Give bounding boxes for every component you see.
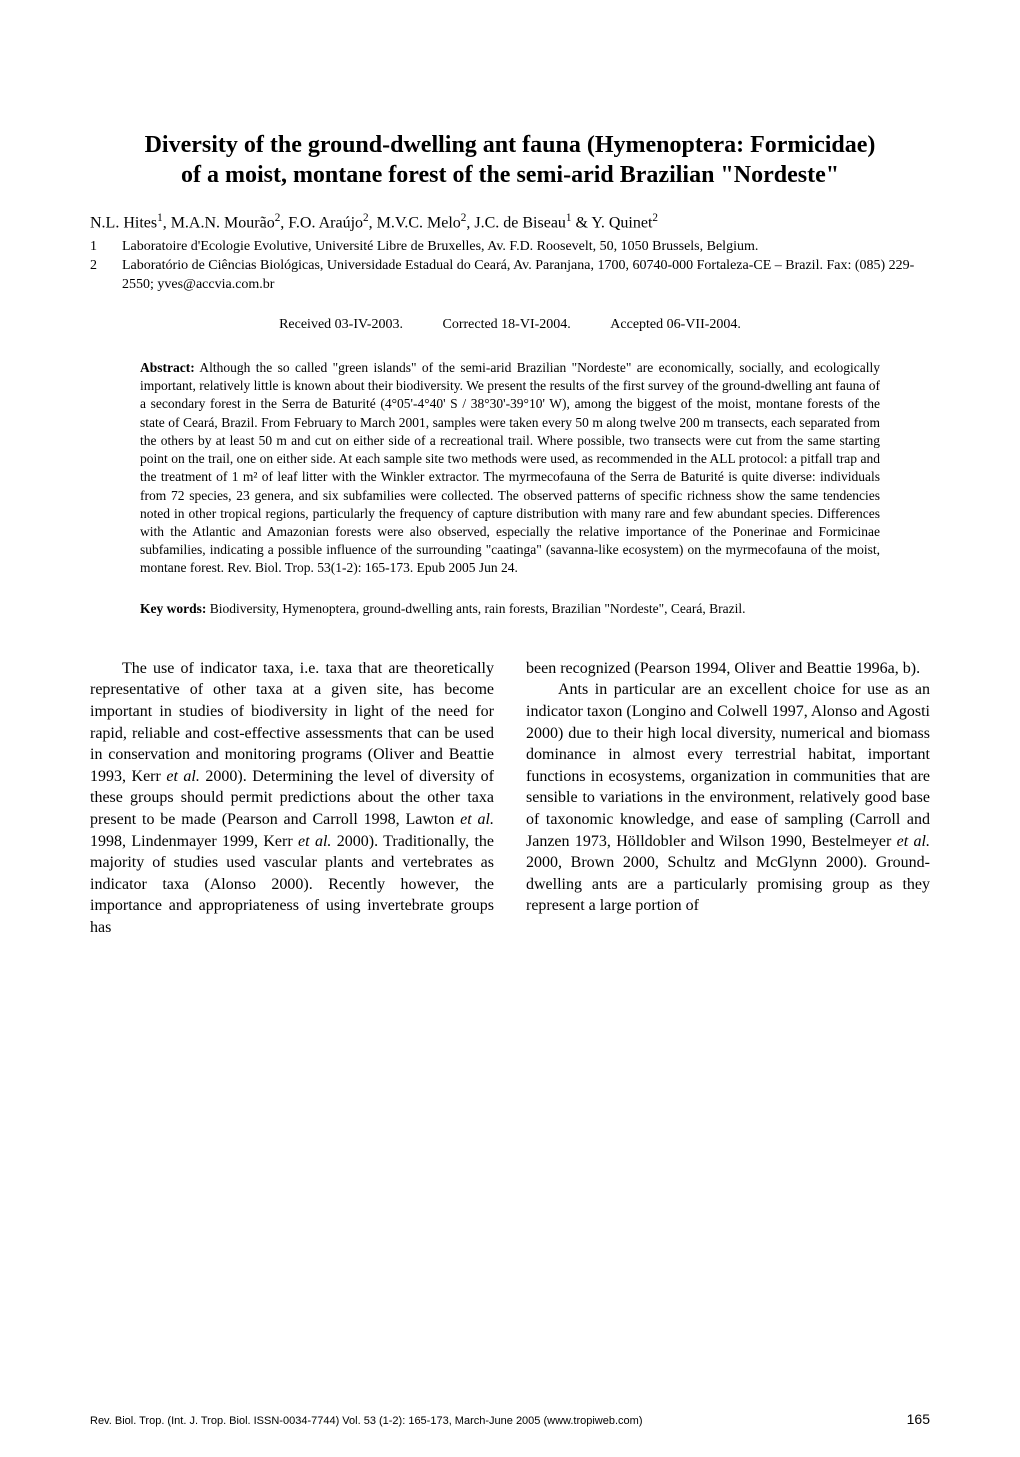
date-accepted: Accepted 06-VII-2004. [610,317,741,333]
body-text: The use of indicator taxa, i.e. taxa tha… [90,660,494,785]
column-left: The use of indicator taxa, i.e. taxa tha… [90,658,494,939]
affiliation-number: 1 [90,238,104,257]
date-corrected: Corrected 18-VI-2004. [442,317,570,333]
column-right: been recognized (Pearson 1994, Oliver an… [526,658,930,939]
authors-line: N.L. Hites1, M.A.N. Mourão2, F.O. Araújo… [90,212,930,232]
italic-et-al: et al. [460,811,494,828]
italic-et-al: et al. [166,768,200,785]
body-columns: The use of indicator taxa, i.e. taxa tha… [90,658,930,939]
affiliation-text: Laboratório de Ciências Biológicas, Univ… [122,257,930,295]
body-text: 2000, Brown 2000, Schultz and McGlynn 20… [526,854,930,914]
affiliation-number: 2 [90,257,104,295]
body-text: 1998, Lindenmayer 1999, Kerr [90,833,298,850]
affiliation-row: 2 Laboratório de Ciências Biológicas, Un… [90,257,930,295]
keywords-text: Biodiversity, Hymenoptera, ground-dwelli… [206,601,745,616]
page-footer: Rev. Biol. Trop. (Int. J. Trop. Biol. IS… [90,1411,930,1427]
title-block: Diversity of the ground-dwelling ant fau… [90,130,930,190]
abstract-text: Although the so called "green islands" o… [140,360,880,575]
body-text: Ants in particular are an excellent choi… [526,681,930,849]
title-line-1: Diversity of the ground-dwelling ant fau… [90,130,930,160]
footer-citation: Rev. Biol. Trop. (Int. J. Trop. Biol. IS… [90,1415,643,1427]
page-number: 165 [907,1411,930,1427]
body-paragraph-continuation: been recognized (Pearson 1994, Oliver an… [526,658,930,680]
body-paragraph: The use of indicator taxa, i.e. taxa tha… [90,658,494,939]
italic-et-al: et al. [298,833,331,850]
affiliation-text: Laboratoire d'Ecologie Evolutive, Univer… [122,238,930,257]
affiliations-block: 1 Laboratoire d'Ecologie Evolutive, Univ… [90,238,930,295]
keywords-label: Key words: [140,601,206,616]
date-received: Received 03-IV-2003. [279,317,403,333]
affiliation-row: 1 Laboratoire d'Ecologie Evolutive, Univ… [90,238,930,257]
italic-et-al: et al. [897,833,930,850]
dates-line: Received 03-IV-2003. Corrected 18-VI-200… [90,317,930,333]
title-line-2: of a moist, montane forest of the semi-a… [90,160,930,190]
abstract-label: Abstract: [140,360,195,375]
keywords-block: Key words: Biodiversity, Hymenoptera, gr… [140,600,880,618]
abstract-block: Abstract: Although the so called "green … [140,359,880,578]
body-paragraph: Ants in particular are an excellent choi… [526,679,930,917]
